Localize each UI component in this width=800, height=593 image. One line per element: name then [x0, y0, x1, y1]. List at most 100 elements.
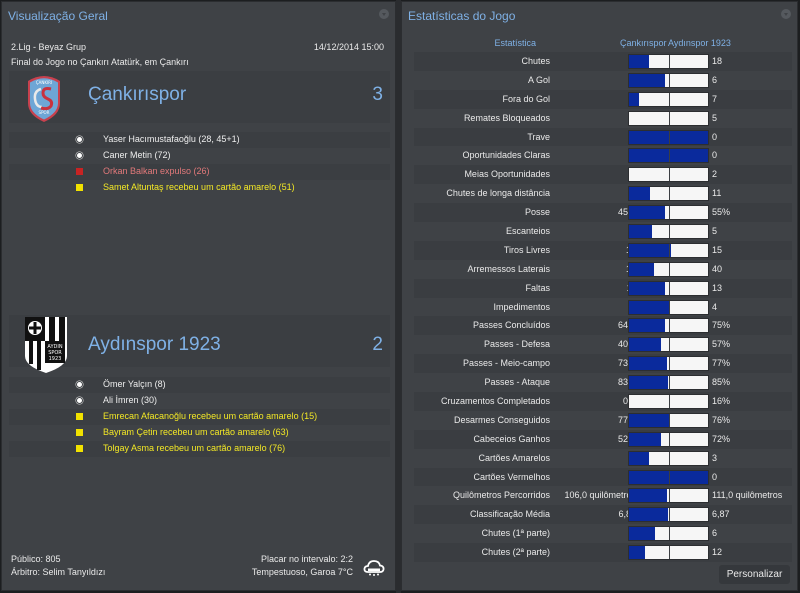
header-statistic: Estatística [494, 38, 536, 48]
home-bar-fill [629, 92, 640, 106]
home-team-logo-icon[interactable]: ÇANKIRI SPOR [24, 73, 64, 123]
home-bar-fill [629, 451, 649, 465]
event-text[interactable]: Orkan Balkan expulso (26) [103, 166, 210, 176]
stat-label: Desarmes Conseguidos [453, 414, 550, 425]
event-text[interactable]: Emrecan Afacanoğlu recebeu um cartão ama… [103, 411, 318, 421]
match-datetime: 14/12/2014 15:00 [313, 42, 384, 52]
home-team-header: ÇANKIRI SPOR Çankırıspor 3 [9, 71, 390, 123]
stat-comparison-bar [628, 488, 709, 504]
event-text[interactable]: Ali İmren (30) [103, 395, 158, 405]
stat-away-value: 16% [712, 396, 731, 407]
stats-collapse-icon[interactable] [781, 9, 791, 19]
stat-home-value: 64% [617, 320, 636, 331]
home-bar-fill [629, 130, 708, 144]
stat-label: Passes Concluídos [472, 320, 550, 331]
home-bar-fill [629, 243, 671, 257]
event-text[interactable]: Tolgay Asma recebeu um cartão amarelo (7… [103, 443, 286, 453]
bar-midline [669, 489, 670, 503]
event-text[interactable]: Caner Metin (72) [103, 150, 171, 160]
stat-label: Arremessos Laterais [467, 263, 550, 274]
bar-midline [669, 395, 670, 409]
stat-label: Passes - Defesa [483, 339, 550, 350]
bar-midline [669, 319, 670, 333]
referee[interactable]: Árbitro: Selim Tanyıldızı [11, 567, 106, 577]
event-text[interactable]: Samet Altuntaş recebeu um cartão amarelo… [103, 182, 295, 192]
stat-away-value: 76% [712, 414, 731, 425]
svg-text:1923: 1923 [49, 356, 62, 362]
stat-row: Chutes618 [414, 52, 792, 71]
home-bar-fill [629, 281, 666, 295]
home-team-name[interactable]: Çankırıspor [88, 84, 187, 105]
bar-midline [669, 55, 670, 68]
weather-text: Tempestuoso, Garoa 7°C [251, 567, 353, 577]
stat-row: Meias Oportunidades02 [414, 165, 792, 185]
event-text[interactable]: Ömer Yalçın (8) [103, 379, 166, 389]
stat-row: A Gol56 [414, 71, 792, 90]
customize-button[interactable]: Personalizar [719, 565, 790, 584]
panel-resize-handle[interactable] [396, 0, 401, 593]
bar-midline [669, 130, 670, 144]
home-bar-fill [629, 413, 669, 427]
stat-home-value: 45% [617, 207, 636, 218]
stat-away-value: 6,87 [712, 509, 730, 520]
away-team-name[interactable]: Aydınspor 1923 [88, 334, 221, 355]
bar-midline [669, 413, 670, 427]
away-team-score: 2 [372, 334, 383, 355]
match-venue: Final do Jogo no Çankırı Atatürk, em Çan… [11, 57, 189, 67]
stat-row: Desarmes Conseguidos 77% 76% [414, 411, 792, 430]
stat-comparison-bar [628, 129, 709, 145]
stat-away-value: 0 [712, 150, 718, 161]
overview-collapse-icon[interactable] [379, 9, 389, 19]
goal-ball-icon [76, 152, 83, 159]
stat-home-value: 106,0 quilômetros [564, 490, 636, 501]
stat-row: Chutes (1ª parte)36 [414, 524, 792, 543]
event-row: Orkan Balkan expulso (26) [9, 164, 390, 180]
home-bar-fill [629, 225, 652, 239]
stat-label: Tiros Livres [503, 244, 550, 255]
bar-midline [669, 73, 670, 87]
away-team-logo-icon[interactable]: AYDIN SPOR 1923 [24, 316, 68, 374]
stat-label: Quilômetros Percorridos [452, 490, 550, 501]
event-row: Bayram Çetin recebeu um cartão amarelo (… [9, 425, 390, 441]
event-row: Yaser Hacımustafaoğlu (28, 45+1) [9, 132, 390, 148]
home-bar-fill [629, 546, 645, 560]
stat-comparison-bar [628, 431, 709, 447]
stat-comparison-bar [628, 54, 709, 69]
stat-label: Oportunidades Claras [462, 150, 550, 161]
stat-label: Fora do Gol [502, 93, 550, 104]
bar-midline [669, 92, 670, 106]
stat-away-value: 6 [712, 74, 718, 85]
home-bar-fill [629, 300, 669, 314]
home-team-score: 3 [372, 84, 383, 105]
svg-text:AYDIN: AYDIN [47, 344, 62, 350]
stat-comparison-bar [628, 72, 709, 88]
stat-away-value: 2 [712, 169, 718, 180]
bar-midline [669, 470, 670, 484]
event-row: Caner Metin (72) [9, 148, 390, 164]
stat-home-value: 83% [617, 377, 636, 388]
yellow-card-icon [76, 445, 83, 452]
stat-away-value: 57% [712, 339, 731, 350]
stat-comparison-bar [628, 337, 709, 353]
stat-row: Chutes (2ª parte)312 [414, 543, 792, 563]
overview-panel: Visualização Geral 2.Lig - Beyaz Grup 14… [1, 1, 396, 591]
stat-away-value: 18 [712, 56, 723, 66]
event-row: Ömer Yalçın (8) [9, 377, 390, 393]
bar-midline [669, 376, 670, 390]
stat-label: Classificação Média [469, 509, 550, 520]
event-text[interactable]: Bayram Çetin recebeu um cartão amarelo (… [103, 427, 289, 437]
stat-comparison-bar [628, 545, 709, 561]
bar-midline [669, 527, 670, 541]
event-text[interactable]: Yaser Hacımustafaoğlu (28, 45+1) [103, 134, 240, 144]
stat-away-value: 0 [712, 131, 718, 142]
home-bar-fill [629, 432, 662, 446]
stat-away-value: 11 [712, 188, 722, 199]
stats-header-row: Estatística Çankırıspor Aydınspor 1923 [402, 38, 797, 52]
stat-comparison-bar [628, 91, 709, 107]
stat-away-value: 4 [712, 301, 718, 312]
stat-comparison-bar [628, 507, 709, 523]
stat-away-value: 15 [712, 244, 723, 255]
stat-comparison-bar [628, 242, 709, 258]
home-bar-fill [629, 55, 649, 68]
bar-midline [669, 300, 670, 314]
